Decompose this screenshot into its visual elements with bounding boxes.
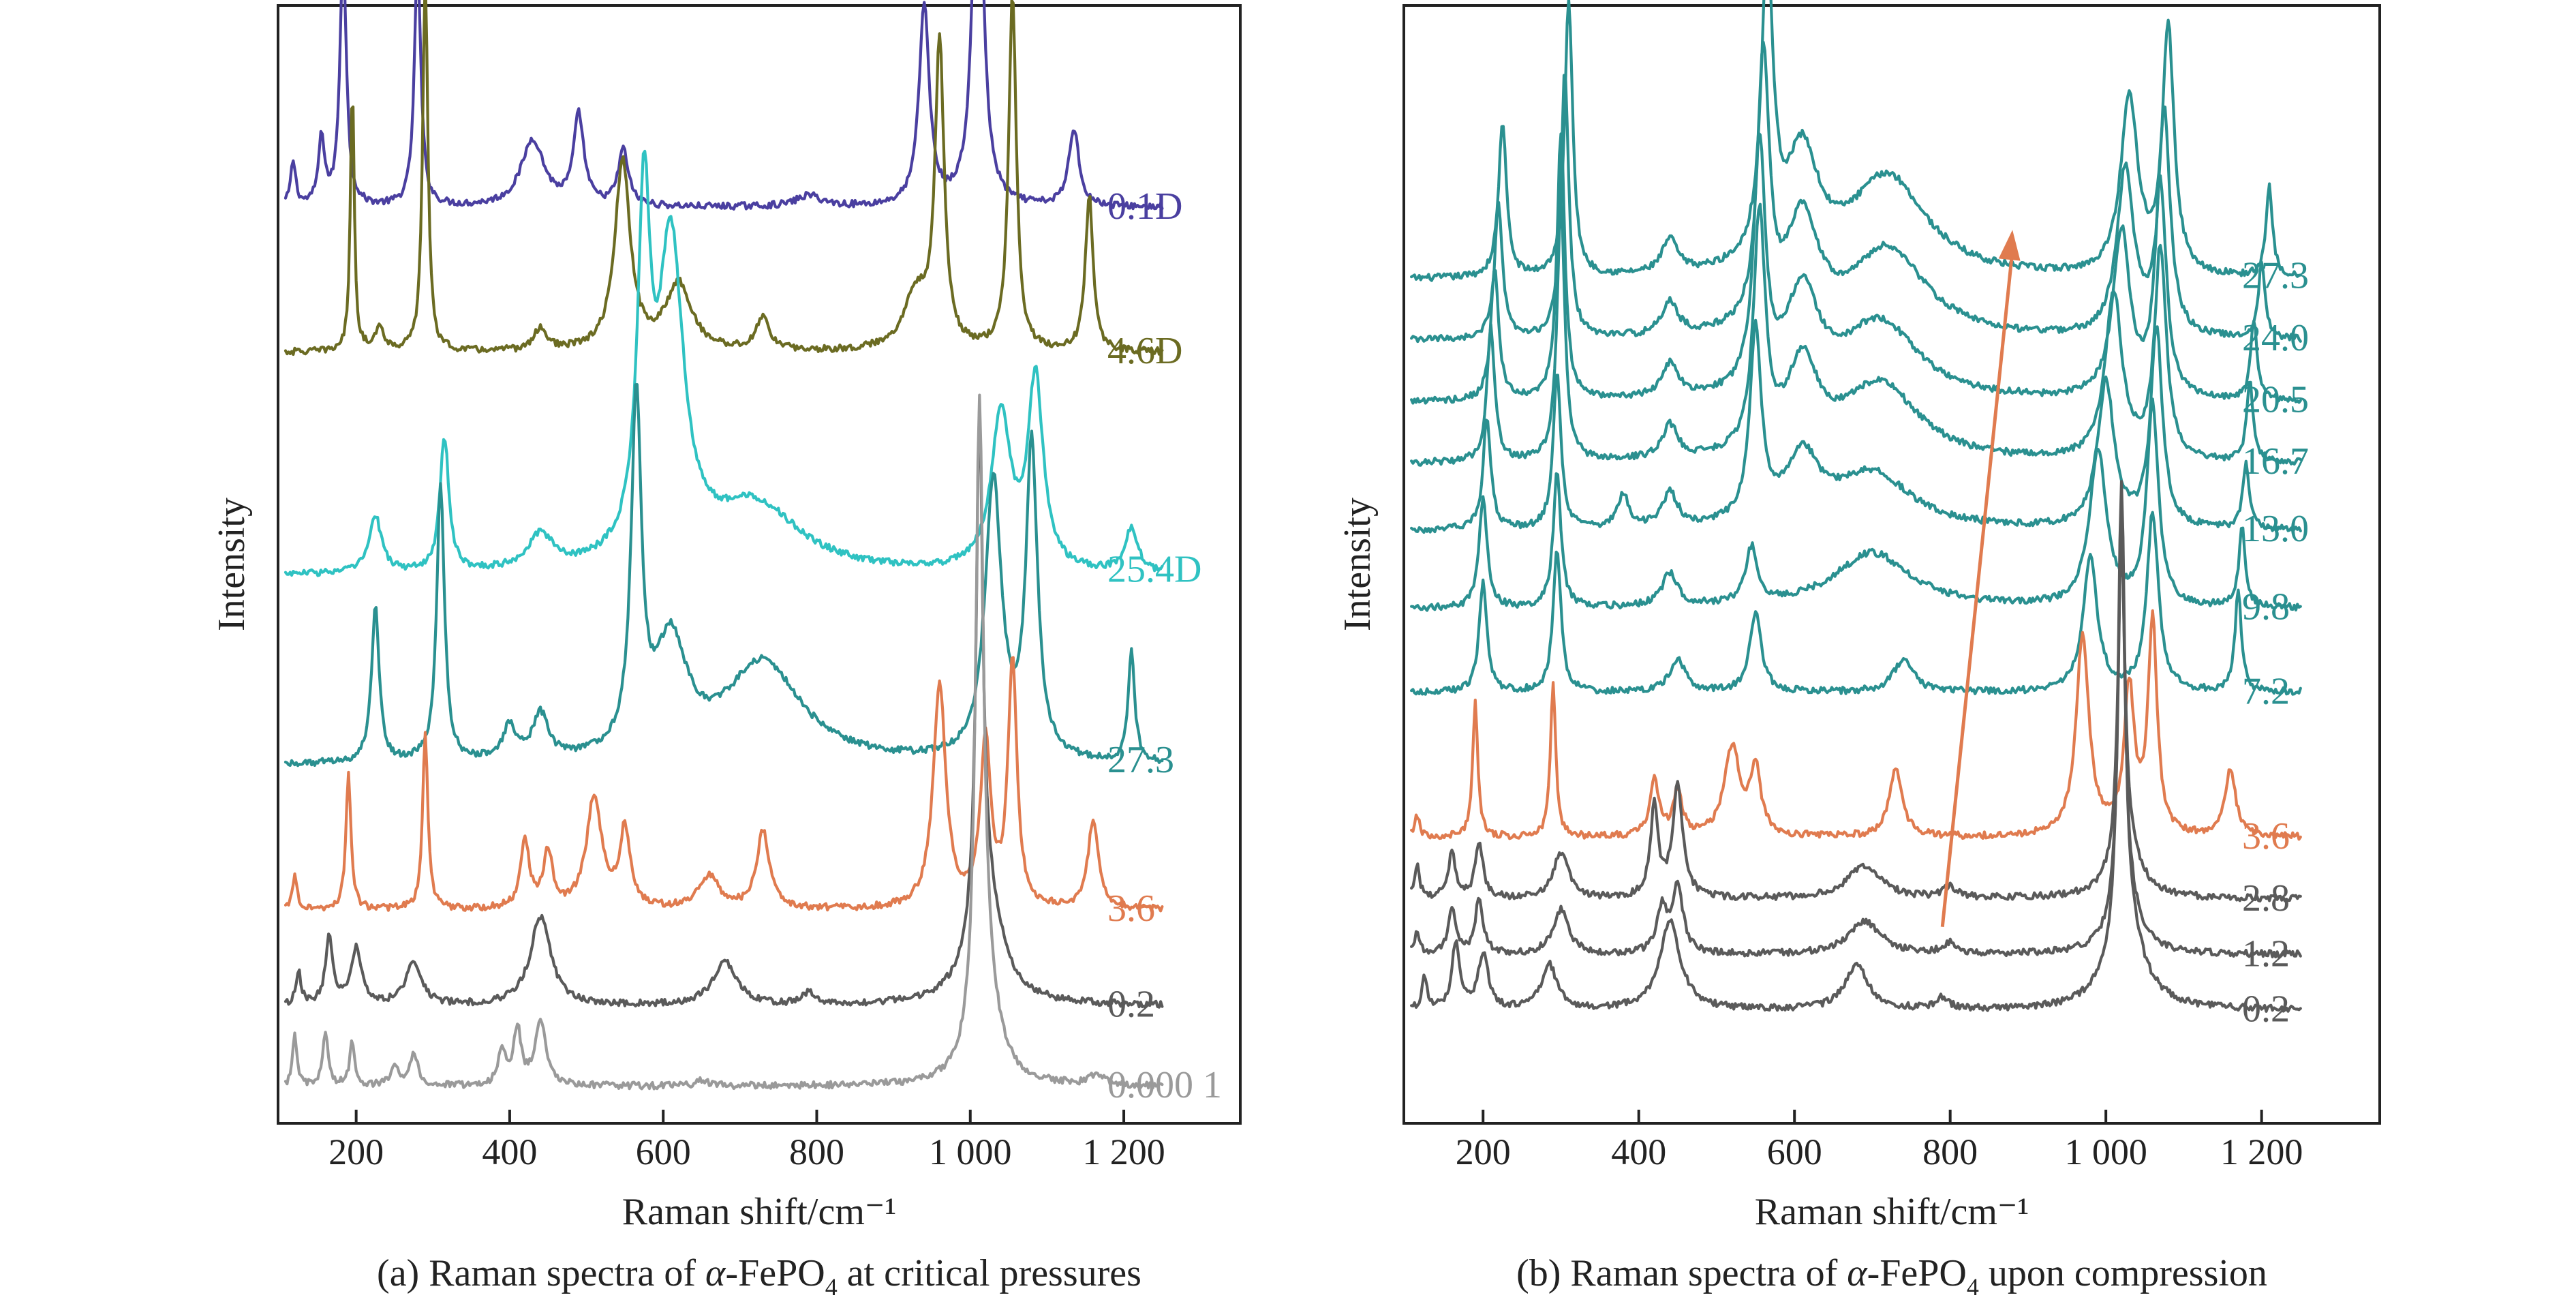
series-label: 3.6: [2242, 815, 2290, 857]
spectrum-3-6: [283, 656, 1164, 913]
series-label: 25.4D: [1107, 549, 1201, 591]
series-label: 3.6: [1107, 887, 1155, 930]
panel-a-y-axis-label: Intensity: [211, 498, 253, 631]
x-tick-label: 400: [1611, 1132, 1666, 1172]
series-label: 1.2: [2242, 933, 2290, 975]
spectrum-4-6D: [283, 0, 1164, 356]
panel-b-arrow: [1940, 230, 2021, 927]
series-label: 0.2: [2242, 988, 2290, 1030]
series-label: 7.2: [2242, 671, 2290, 713]
spectrum-9-8: [1410, 397, 2302, 612]
series-label: 13.0: [2242, 508, 2309, 550]
panel-a-caption: (a) Raman spectra of α-FePO4 at critical…: [377, 1252, 1141, 1301]
panel-a-x-ticks: 200 400 600 800 1 000 1 200: [328, 1110, 1165, 1172]
series-label: 27.3: [2242, 255, 2309, 297]
panel-b-caption-prefix: (b) Raman spectra of: [1516, 1252, 1847, 1294]
spectrum-0-1D: [283, 0, 1164, 211]
spectrum-13-0: [1410, 318, 2302, 534]
series-label: 20.5: [2242, 379, 2309, 421]
panel-b-traces: [1410, 0, 2302, 1013]
spectrum-3-6: [1410, 609, 2302, 841]
x-tick-label: 800: [789, 1132, 844, 1172]
panel-b-x-ticks: 200 400 600 800 1 000 1 200: [1456, 1110, 2303, 1172]
series-label: 16.7: [2242, 440, 2309, 483]
series-label: 27.3: [1107, 739, 1174, 781]
series-label: 0.2: [1107, 983, 1155, 1025]
spectrum-1-2: [1410, 524, 2302, 959]
panel-a-caption-subscript: 4: [825, 1273, 838, 1301]
panel-a-traces: [283, 0, 1164, 1091]
x-tick-label: 1 000: [929, 1132, 1012, 1172]
series-label: 2.8: [2242, 877, 2290, 920]
x-tick-label: 1 200: [2220, 1132, 2303, 1172]
spectrum-0-2: [1410, 480, 2302, 1013]
spectrum-16-7: [1410, 200, 2302, 467]
panel-b-caption-formula: -FePO: [1867, 1252, 1967, 1294]
panel-b-caption-alpha: α: [1847, 1252, 1868, 1294]
x-tick-label: 400: [482, 1132, 537, 1172]
spectrum-0-000-1: [283, 393, 1164, 1091]
series-label: 4.6D: [1107, 330, 1182, 372]
series-label: 0.1D: [1107, 185, 1182, 228]
panel-a-frame: [277, 4, 1242, 1125]
trend-arrow-head: [1998, 230, 2021, 261]
trend-arrow-shaft: [1940, 249, 2014, 927]
panel-b-series-labels: 27.3 24.0 20.5 16.7 13.0 9.8 7.2 3.6 2.8 1.2 0.2: [2242, 255, 2309, 1031]
x-tick-label: 1 200: [1082, 1132, 1165, 1172]
x-tick-label: 600: [1767, 1132, 1822, 1172]
series-label: 24.0: [2242, 317, 2309, 359]
panel-b-x-axis-label: Raman shift/cm⁻¹: [1755, 1191, 2029, 1233]
panel-a-caption-alpha: α: [705, 1252, 726, 1294]
panel-a-caption-prefix: (a) Raman spectra of: [377, 1252, 705, 1294]
panel-b-y-axis-label: Intensity: [1336, 498, 1379, 631]
spectrum-2-8: [1410, 535, 2302, 902]
panel-b-caption: (b) Raman spectra of α-FePO4 upon compre…: [1516, 1252, 2267, 1301]
x-tick-label: 200: [1456, 1132, 1511, 1172]
panel-a-series-labels: 0.1D 4.6D 25.4D 27.3 3.6 0.2 0.000 1: [1107, 185, 1222, 1106]
panel-b-frame: [1402, 4, 2381, 1125]
series-label: 9.8: [2242, 586, 2290, 628]
panel-b-caption-suffix: upon compression: [1979, 1252, 2267, 1294]
series-label: 0.000 1: [1107, 1064, 1222, 1106]
x-tick-label: 800: [1922, 1132, 1978, 1172]
x-tick-label: 600: [636, 1132, 691, 1172]
spectrum-0-2: [283, 402, 1164, 1009]
panel-a-caption-suffix: at critical pressures: [838, 1252, 1141, 1294]
spectrum-20-5: [1410, 132, 2302, 405]
panel-a: 200 400 600 800 1 000 1 200 0.1D 4.6D 25.4D 27.3…: [211, 0, 1242, 1301]
x-tick-label: 200: [328, 1132, 384, 1172]
spectrum-27-3: [283, 383, 1164, 768]
x-tick-label: 1 000: [2064, 1132, 2147, 1172]
panel-a-x-axis-label: Raman shift/cm⁻¹: [622, 1191, 897, 1233]
spectrum-25-4D: [283, 149, 1164, 577]
spectrum-7-2: [1410, 511, 2302, 696]
panel-b-caption-subscript: 4: [1967, 1273, 1979, 1301]
panel-b: 200 400 600 800 1 000 1 200 27.3 24.0 20.5 16.7 1…: [1336, 0, 2381, 1301]
panel-a-caption-formula: -FePO: [725, 1252, 825, 1294]
